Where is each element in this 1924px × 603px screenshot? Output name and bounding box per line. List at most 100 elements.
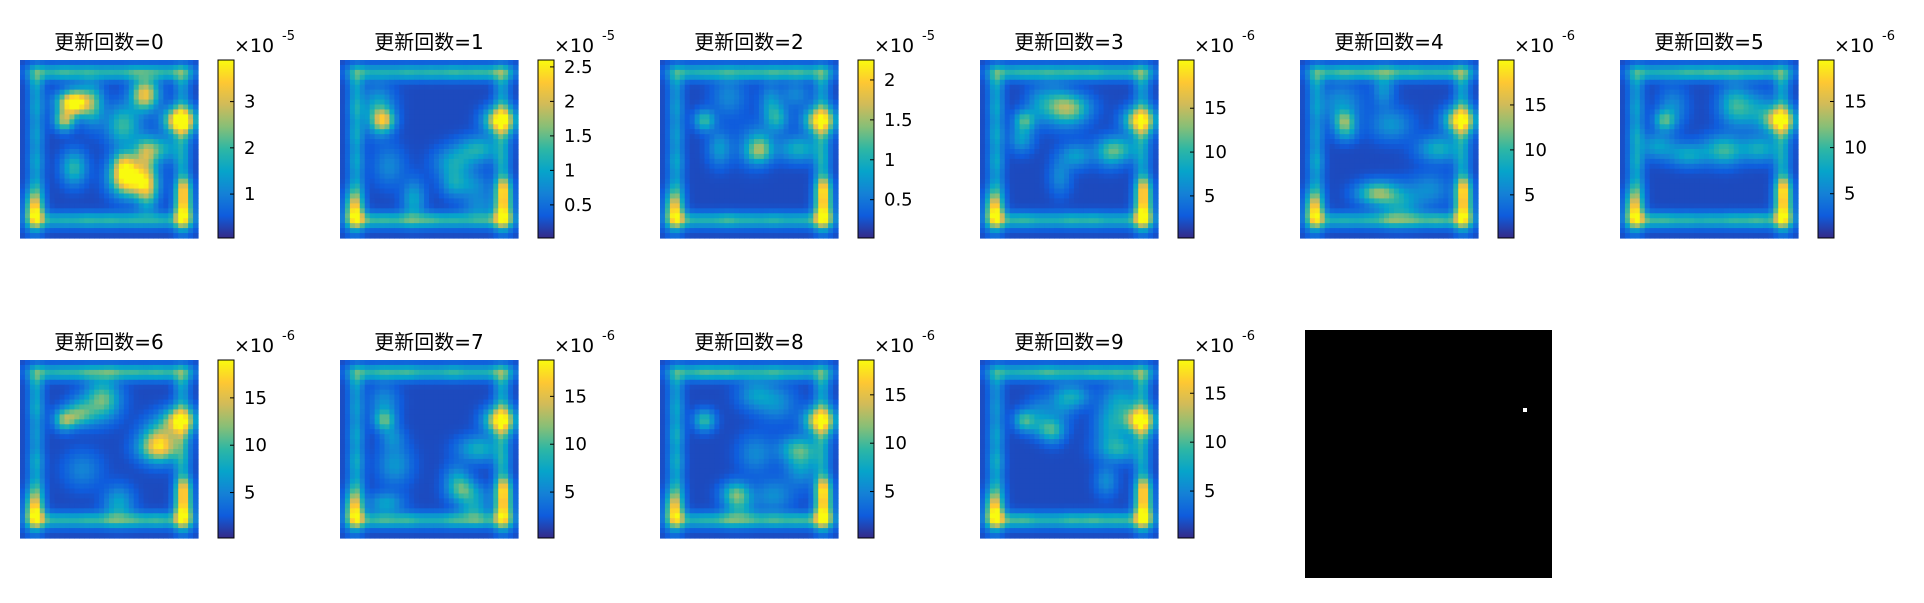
heatmap-cell bbox=[438, 89, 445, 96]
heatmap-cell bbox=[1073, 104, 1080, 111]
heatmap-cell bbox=[34, 69, 41, 76]
heatmap-cell bbox=[1128, 99, 1134, 106]
heatmap-cell bbox=[823, 198, 829, 204]
heatmap-cell bbox=[989, 158, 996, 165]
heatmap-cell bbox=[694, 60, 701, 66]
heatmap-cell bbox=[1098, 69, 1105, 76]
heatmap-cell bbox=[513, 223, 519, 229]
heatmap-cell bbox=[188, 218, 194, 224]
heatmap-cell bbox=[374, 64, 381, 71]
heatmap-cell bbox=[1083, 163, 1090, 170]
heatmap-cell bbox=[493, 89, 499, 96]
heatmap-cell bbox=[488, 64, 494, 71]
heatmap-cell bbox=[704, 69, 711, 76]
heatmap-cell bbox=[493, 168, 499, 175]
heatmap-cell bbox=[1138, 158, 1144, 165]
heatmap-cell bbox=[138, 218, 145, 224]
heatmap-cell bbox=[468, 69, 475, 76]
heatmap-cell bbox=[704, 109, 711, 115]
heatmap-cell bbox=[1103, 60, 1110, 66]
heatmap-cell bbox=[148, 213, 155, 219]
heatmap-cell bbox=[724, 114, 730, 120]
heatmap-cell bbox=[79, 134, 85, 140]
heatmap-cell bbox=[980, 198, 986, 204]
heatmap-cell bbox=[729, 208, 735, 214]
heatmap-cell bbox=[399, 158, 405, 165]
heatmap-cell bbox=[773, 119, 780, 125]
heatmap-cell bbox=[689, 134, 696, 140]
heatmap-cell bbox=[984, 79, 991, 86]
heatmap-cell bbox=[689, 158, 696, 165]
heatmap-cell bbox=[369, 183, 376, 190]
heatmap-cell bbox=[409, 99, 415, 106]
heatmap-cell bbox=[1103, 134, 1110, 140]
heatmap-cell bbox=[488, 153, 494, 160]
heatmap-cell bbox=[364, 69, 371, 76]
heatmap-cell bbox=[188, 109, 194, 115]
heatmap-cell bbox=[679, 134, 686, 140]
heatmap-cell bbox=[424, 144, 430, 150]
heatmap-cell bbox=[813, 163, 819, 170]
heatmap-cell bbox=[1004, 178, 1011, 185]
heatmap-cell bbox=[384, 74, 391, 81]
heatmap-cell bbox=[699, 109, 706, 115]
heatmap-cell bbox=[44, 139, 51, 145]
heatmap-cell bbox=[798, 94, 804, 101]
heatmap-cell bbox=[128, 74, 135, 81]
heatmap-cell bbox=[1064, 203, 1070, 209]
heatmap-cell bbox=[1113, 94, 1120, 101]
heatmap-cell bbox=[1093, 69, 1100, 76]
heatmap-cell bbox=[49, 89, 56, 96]
heatmap-cell bbox=[1133, 109, 1139, 115]
heatmap-cell bbox=[798, 228, 804, 234]
heatmap-cell bbox=[674, 163, 681, 170]
heatmap-cell bbox=[384, 134, 391, 140]
heatmap-cell bbox=[1019, 149, 1026, 155]
heatmap-cell bbox=[414, 203, 420, 209]
heatmap-cell bbox=[163, 74, 169, 81]
heatmap-cell bbox=[433, 84, 440, 91]
heatmap-cell bbox=[409, 153, 415, 160]
heatmap-cell bbox=[49, 158, 56, 165]
heatmap-cell bbox=[1049, 188, 1055, 195]
heatmap-cell bbox=[99, 99, 105, 106]
heatmap-cell bbox=[1128, 178, 1134, 185]
heatmap-cell bbox=[709, 183, 715, 190]
heatmap-cell bbox=[74, 60, 80, 66]
heatmap-cell bbox=[54, 218, 61, 224]
heatmap-cell bbox=[1148, 99, 1154, 106]
heatmap-cell bbox=[1034, 134, 1040, 140]
heatmap-cell bbox=[793, 163, 800, 170]
heatmap-cell bbox=[719, 89, 725, 96]
heatmap-cell bbox=[818, 183, 824, 190]
heatmap-cell bbox=[1143, 104, 1149, 111]
heatmap-cell bbox=[153, 223, 160, 229]
heatmap-cell bbox=[744, 60, 750, 66]
heatmap-cell bbox=[483, 144, 489, 150]
heatmap-cell bbox=[463, 74, 470, 81]
heatmap-cell bbox=[679, 208, 686, 214]
heatmap-cell bbox=[813, 99, 819, 106]
heatmap-cell bbox=[719, 223, 725, 229]
heatmap-cell bbox=[463, 89, 470, 96]
heatmap-cell bbox=[753, 124, 760, 130]
heatmap-cell bbox=[1073, 134, 1080, 140]
heatmap-cell bbox=[483, 60, 489, 66]
heatmap-cell bbox=[783, 173, 790, 180]
heatmap-cell bbox=[694, 129, 701, 135]
heatmap-cell bbox=[498, 134, 504, 140]
heatmap-cell bbox=[828, 94, 834, 101]
heatmap-cell bbox=[409, 193, 415, 200]
heatmap-cell bbox=[448, 69, 455, 76]
heatmap-cell bbox=[458, 163, 465, 170]
heatmap-cell bbox=[79, 193, 85, 200]
heatmap-cell bbox=[1098, 74, 1105, 81]
heatmap-cell bbox=[359, 129, 366, 135]
heatmap-cell bbox=[359, 178, 366, 185]
heatmap-cell bbox=[1054, 149, 1060, 155]
heatmap-cell bbox=[768, 124, 775, 130]
heatmap-cell bbox=[1059, 139, 1065, 145]
heatmap-cell bbox=[49, 153, 56, 160]
heatmap-cell bbox=[453, 213, 460, 219]
heatmap-cell bbox=[669, 228, 676, 234]
